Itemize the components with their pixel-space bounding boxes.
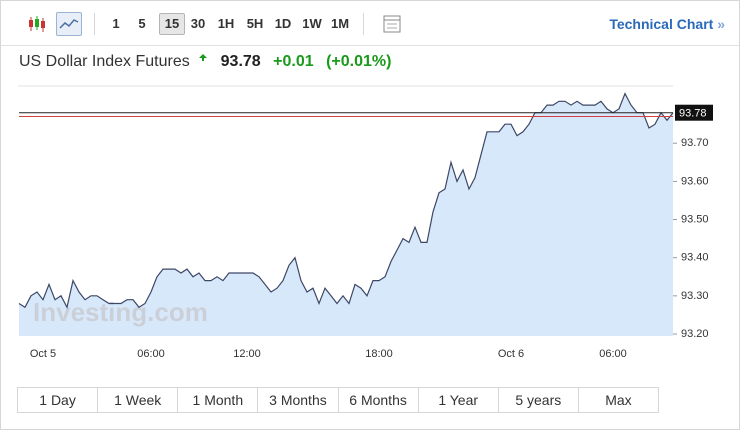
price-change-percent: (+0.01%) [326,53,392,70]
y-tick-label: 93.40 [681,252,709,264]
quote-header: US Dollar Index Futures 93.78 +0.01 (+0.… [19,53,391,71]
area-fill [19,93,673,336]
interval-button[interactable]: 1W [302,16,322,31]
watermark: Investing.com [33,297,208,327]
technical-chart-link[interactable]: Technical Chart » [609,16,725,32]
y-tick-label: 93.70 [681,137,709,149]
y-tick-label: 93.30 [681,290,709,302]
range-button[interactable]: 6 Months [339,388,419,412]
interval-button[interactable]: 1 [112,16,120,31]
up-arrow [199,54,208,61]
range-button[interactable]: 1 Year [419,388,499,412]
interval-button[interactable]: 30 [190,16,206,31]
last-price-label: 93.78 [679,108,707,120]
range-selector: 1 Day 1 Week 1 Month 3 Months 6 Months 1 Year… [17,387,659,413]
instrument-title: US Dollar Index Futures [19,53,190,70]
interval-button[interactable]: 1D [274,16,292,31]
x-tick-label: 12:00 [233,348,261,360]
x-tick-label: Oct 6 [498,348,524,360]
interval-button[interactable]: 15 [159,13,185,35]
toolbar: 1 5 15 30 1H 5H 1D 1W 1M Technical Chart » [1,1,739,46]
last-price: 93.78 [220,53,261,70]
price-change: +0.01 [273,53,314,70]
interval-button[interactable]: 5H [246,16,264,31]
candlestick-icon[interactable] [27,15,47,33]
interval-button[interactable]: 1M [330,16,350,31]
range-button[interactable]: 1 Week [98,388,179,412]
y-tick-label: 93.20 [681,328,709,340]
line-chart-icon[interactable] [56,12,82,36]
range-button[interactable]: 1 Month [178,388,259,412]
x-tick-label: Oct 5 [30,348,56,360]
x-tick-label: 06:00 [137,348,165,360]
interval-button[interactable]: 1H [217,16,235,31]
y-tick-label: 93.60 [681,175,709,187]
interval-button[interactable]: 5 [138,16,146,31]
y-tick-label: 93.50 [681,213,709,225]
link-arrow: » [717,16,725,32]
price-line [18,92,674,310]
x-tick-label: 06:00 [599,348,627,360]
separator [94,13,95,35]
range-button[interactable]: Max [605,392,632,408]
x-tick-label: 18:00 [365,348,393,360]
range-button[interactable]: 5 years [499,388,579,412]
indicator-icon[interactable] [383,15,401,33]
range-button[interactable]: 1 Day [18,388,99,412]
link-text: Technical Chart [609,16,714,32]
last-price-tag [675,104,713,121]
range-button[interactable]: 3 Months [258,388,339,412]
separator [363,13,364,35]
